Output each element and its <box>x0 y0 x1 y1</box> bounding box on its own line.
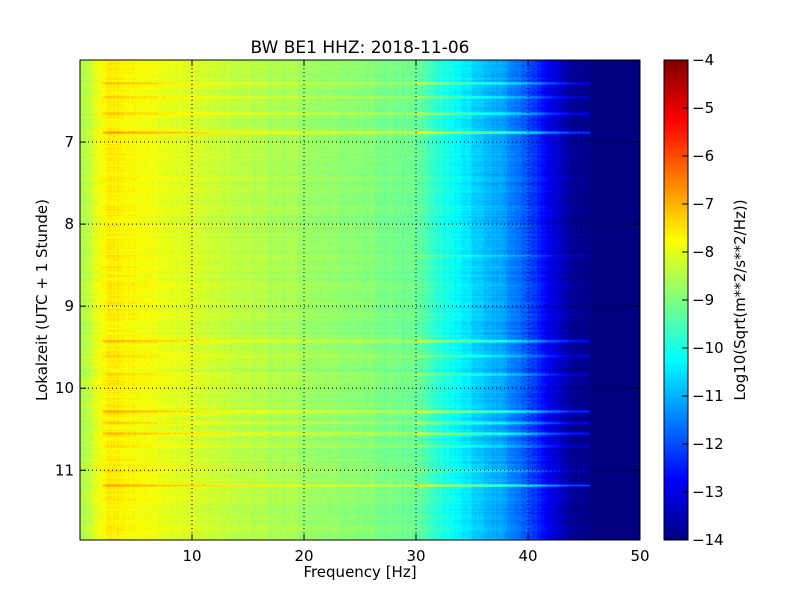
colorbar-tick-label: −12 <box>692 435 724 453</box>
x-tick-label: 30 <box>406 547 425 565</box>
x-tick-label: 10 <box>182 547 201 565</box>
colorbar-tick-label: −8 <box>692 243 714 261</box>
y-tick-label: 11 <box>55 461 74 479</box>
colorbar-ticks: −4 −5 −6 −7 −8 −9 −10 −11 −12 −13 −14 <box>682 51 724 549</box>
x-tick-label: 50 <box>630 547 649 565</box>
y-tick-label: 7 <box>64 133 74 151</box>
colorbar: −4 −5 −6 −7 −8 −9 −10 −11 −12 −13 −14 Log10(Sqrt(m… <box>663 51 749 549</box>
x-axis-label: Frequency [Hz] <box>303 563 416 581</box>
plot-area <box>79 59 641 541</box>
y-axis-ticks: 7 8 9 10 11 <box>55 133 640 479</box>
colorbar-tick-label: −14 <box>692 531 724 549</box>
colorbar-tick-label: −10 <box>692 339 724 357</box>
x-tick-label: 40 <box>518 547 537 565</box>
chart-title: BW BE1 HHZ: 2018-11-06 <box>250 38 469 58</box>
colorbar-tick-label: −6 <box>692 147 714 165</box>
x-axis-ticks: 10 20 30 40 50 <box>182 60 650 565</box>
y-tick-label: 8 <box>64 215 74 233</box>
colorbar-tick-label: −9 <box>692 291 714 309</box>
colorbar-label: Log10(Sqrt(m**2/s**2/Hz)) <box>731 199 749 400</box>
plot-frame <box>79 59 641 541</box>
colorbar-tick-label: −13 <box>692 483 724 501</box>
colorbar-tick-label: −11 <box>692 387 724 405</box>
colorbar-tick-label: −4 <box>692 51 714 69</box>
grid-lines <box>80 60 640 540</box>
y-axis-label: Lokalzeit (UTC + 1 Stunde) <box>33 199 51 401</box>
colorbar-tick-label: −7 <box>692 195 714 213</box>
colorbar-tick-label: −5 <box>692 99 714 117</box>
y-tick-label: 9 <box>64 297 74 315</box>
y-tick-label: 10 <box>55 379 74 397</box>
spectrogram-image <box>80 60 640 540</box>
x-tick-label: 20 <box>294 547 313 565</box>
